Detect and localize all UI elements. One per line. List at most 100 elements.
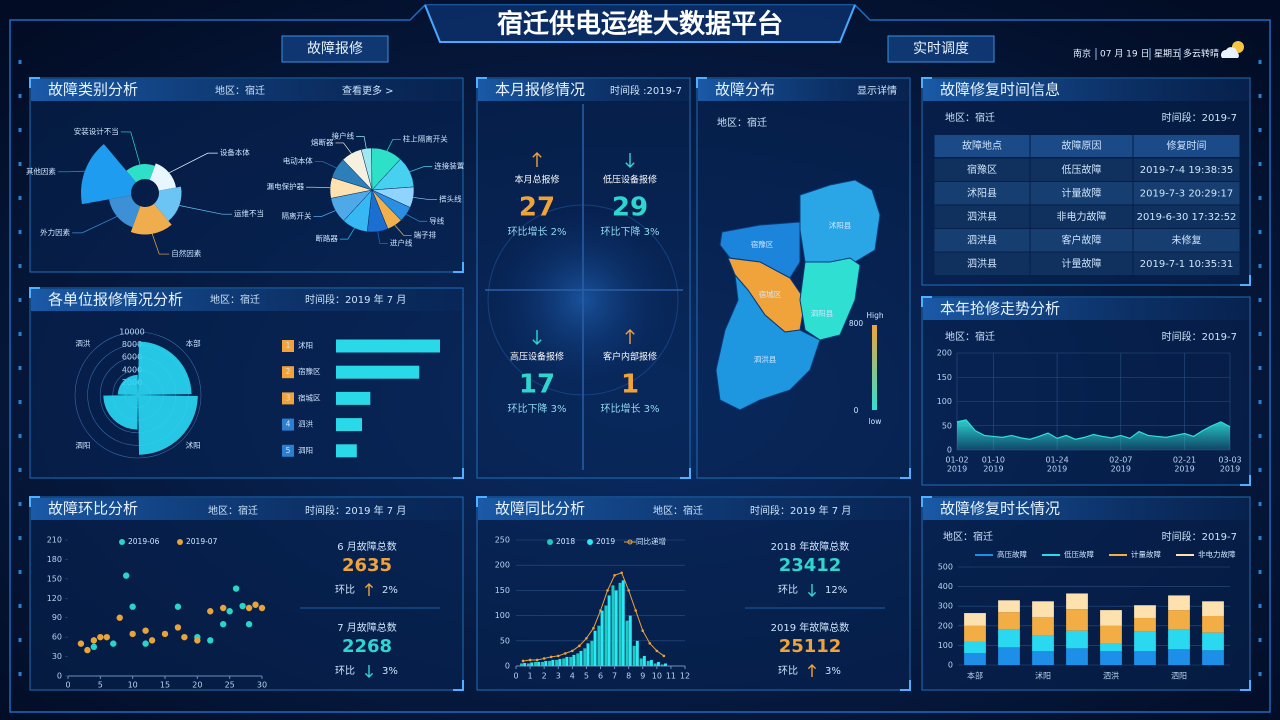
- bar-segment: [1134, 631, 1156, 652]
- slice-label: 运维不当: [234, 208, 264, 218]
- panel-header: [31, 289, 462, 311]
- scatter-point: [258, 604, 266, 612]
- stat-value: 17: [519, 370, 555, 400]
- area-line: [956, 419, 1231, 440]
- bar: [639, 658, 643, 666]
- scatter-point: [220, 620, 227, 628]
- r-tick-label: 10000: [119, 328, 144, 337]
- x-tick-label: 9: [640, 672, 645, 681]
- slice-label: 安装设计不当: [74, 126, 119, 136]
- nav-button-label[interactable]: 故障报修: [307, 41, 363, 57]
- bar: [618, 582, 622, 666]
- y-tick-label: 400: [938, 582, 953, 591]
- x-tick-sublabel: 2019: [1111, 465, 1131, 474]
- scatter-point: [181, 633, 188, 641]
- legend-low: low: [869, 417, 882, 426]
- rank-badge: [282, 366, 294, 379]
- table-cell: [1133, 252, 1240, 275]
- nav-button-label[interactable]: 实时调度: [913, 41, 969, 57]
- grid-ring: [87, 344, 189, 446]
- x-tick-label: 1: [528, 672, 533, 681]
- bar-segment: [1202, 650, 1224, 665]
- bar: [519, 663, 523, 666]
- y-tick-label: 210: [47, 536, 62, 545]
- detail-link[interactable]: 显示详情: [857, 84, 897, 97]
- x-tick-label: 4: [570, 672, 575, 681]
- bar: [576, 653, 580, 666]
- table-cell: [934, 182, 1030, 205]
- trend-arrow: [364, 583, 374, 596]
- x-tick-label: 01-24: [1045, 456, 1068, 465]
- bar: [548, 660, 552, 666]
- table-cell-text: 非电力故障: [1057, 210, 1107, 223]
- bar-segment: [1100, 643, 1122, 652]
- summary-label: 6 月故障总数: [337, 540, 397, 553]
- rose-slice: [81, 143, 137, 205]
- panel-corner: [921, 496, 1251, 691]
- slice-label: 进户线: [390, 238, 413, 248]
- legend-label: 2018: [556, 537, 575, 546]
- panel-title: 故障修复时长情况: [940, 500, 1060, 518]
- bar: [632, 645, 636, 666]
- title-frame: [424, 4, 856, 43]
- rose-slice: [109, 195, 141, 228]
- panel-corner: [476, 77, 691, 479]
- leader-line: [394, 224, 412, 236]
- panel-title: 本月报修情况: [495, 81, 585, 99]
- legend-min: 0: [854, 406, 859, 415]
- x-tick-label: 15: [160, 681, 170, 690]
- y-tick-label: 100: [938, 641, 953, 650]
- bar-segment: [1134, 605, 1156, 618]
- slice-label: 柱上隔离开关: [403, 134, 448, 144]
- bar-segment: [1066, 609, 1088, 631]
- nav-button[interactable]: [281, 35, 389, 63]
- rose-slice: [153, 186, 182, 221]
- panel-header: [478, 79, 689, 101]
- bar-segment: [1168, 629, 1190, 650]
- map-label: 宿豫区: [751, 239, 774, 249]
- legend-marker: [177, 539, 183, 545]
- bar: [663, 663, 667, 666]
- y-tick-label: 0: [948, 661, 953, 670]
- legend-label: 低压故障: [1064, 549, 1094, 559]
- summary-value: 2268: [342, 636, 392, 657]
- trend-arrow: [625, 329, 635, 344]
- scatter-point: [129, 603, 136, 610]
- map-label: 泗阳县: [811, 309, 834, 318]
- more-link[interactable]: 查看更多 >: [342, 84, 394, 97]
- bar: [597, 625, 601, 666]
- panel-header: [478, 498, 909, 520]
- y-tick-label: 100: [495, 611, 510, 620]
- table-cell: [1030, 158, 1133, 181]
- legend-label: 高压故障: [997, 549, 1027, 559]
- grid-ring: [112, 369, 164, 421]
- summary-change-label: 环比: [778, 584, 798, 596]
- panel-region: 地区：宿迁: [210, 293, 260, 306]
- line-point: [542, 657, 546, 660]
- legend-label: 计量故障: [1131, 549, 1161, 559]
- line-point: [549, 655, 553, 659]
- table-cell-text: 沭阳县: [967, 187, 997, 199]
- line-point: [563, 652, 567, 655]
- table-header: 故障原因: [1062, 139, 1102, 152]
- x-tick-label: 6: [598, 672, 603, 681]
- line-point: [599, 609, 602, 612]
- nav-button[interactable]: [887, 35, 995, 63]
- panel-corner: [29, 496, 464, 691]
- table-cell: [934, 158, 1030, 181]
- map-region: [715, 273, 821, 411]
- bar: [555, 659, 559, 666]
- x-tick-label: 30: [257, 681, 267, 690]
- stat-label: 高压设备报修: [510, 351, 564, 363]
- table-cell-text: 计量故障: [1062, 186, 1102, 199]
- bar-segment: [998, 600, 1020, 613]
- bar-segment: [964, 653, 986, 665]
- stat-label: 客户内部报修: [603, 351, 657, 363]
- panel-corner: [29, 77, 464, 273]
- x-tick-label: 0: [513, 672, 518, 681]
- x-tick-label: 01-10: [982, 456, 1005, 465]
- bar-segment: [1100, 625, 1122, 644]
- line-point: [585, 636, 588, 640]
- trend-arrow: [364, 665, 374, 678]
- bar-segment: [1066, 593, 1088, 610]
